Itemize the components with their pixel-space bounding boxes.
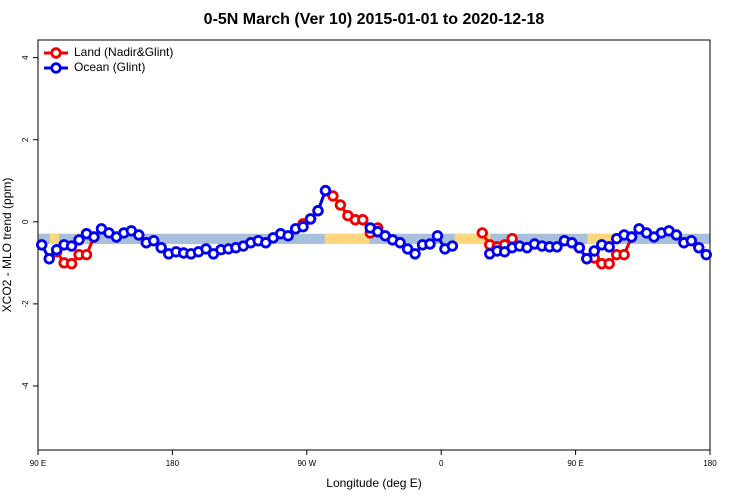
data-point — [36, 239, 48, 251]
data-point — [88, 231, 100, 243]
data-point — [506, 232, 518, 245]
x-tick-label: 180 — [703, 459, 717, 468]
data-point — [327, 190, 339, 202]
legend-marker — [50, 47, 62, 59]
data-point — [581, 253, 593, 265]
data-point — [551, 241, 563, 253]
data-point — [409, 248, 421, 260]
x-tick-label: 90 E — [567, 459, 583, 468]
data-point — [312, 205, 324, 217]
data-point — [431, 230, 444, 242]
data-point — [200, 243, 212, 255]
data-point — [334, 199, 347, 211]
y-tick-label: -2 — [21, 300, 30, 308]
data-point — [43, 253, 55, 265]
data-point — [282, 230, 294, 242]
x-tick-label: 180 — [166, 459, 180, 468]
x-tick-label: 90 W — [297, 459, 316, 468]
legend-label: Land (Nadir&Glint) — [74, 45, 173, 59]
data-point — [304, 213, 317, 225]
y-tick-label: 2 — [21, 137, 30, 142]
data-point — [446, 240, 459, 252]
data-point — [588, 245, 600, 257]
band-highlight — [454, 233, 491, 244]
y-tick-label: 4 — [21, 55, 30, 60]
x-tick-label: 0 — [439, 459, 444, 468]
data-point — [685, 234, 698, 247]
data-point — [693, 241, 705, 254]
data-point — [65, 240, 78, 252]
band-highlight — [587, 233, 621, 244]
x-axis-label: Longitude (deg E) — [326, 476, 421, 490]
data-point — [133, 229, 145, 241]
data-point — [670, 229, 683, 241]
data-point — [260, 237, 272, 249]
band — [38, 233, 710, 244]
chart-title: 0-5N March (Ver 10) 2015-01-01 to 2020-1… — [204, 11, 545, 28]
data-point — [65, 257, 78, 270]
y-tick-label: 0 — [21, 219, 30, 224]
data-point — [357, 214, 369, 226]
data-point — [476, 227, 488, 239]
data-point — [566, 237, 578, 249]
data-point — [80, 248, 93, 261]
data-point — [401, 243, 414, 255]
y-axis-label: XCO2 - MLO trend (ppm) — [0, 178, 14, 313]
legend-label: Ocean (Glint) — [74, 60, 145, 74]
data-point — [618, 248, 630, 261]
data-point — [297, 221, 309, 233]
data-point — [603, 257, 615, 270]
x-tick-label: 90 E — [30, 459, 46, 468]
data-point — [625, 231, 638, 243]
band-highlight — [324, 233, 370, 244]
data-point — [603, 241, 615, 253]
data-point — [424, 238, 436, 250]
data-point — [573, 241, 586, 254]
data-point — [319, 184, 332, 197]
legend-marker — [50, 62, 62, 74]
data-point — [148, 234, 160, 247]
data-point — [155, 241, 167, 254]
data-point — [50, 244, 63, 256]
y-tick-label: -4 — [21, 382, 30, 390]
data-point — [73, 234, 85, 246]
band-highlight — [49, 233, 59, 244]
data-point — [394, 237, 406, 249]
data-point — [700, 248, 712, 261]
